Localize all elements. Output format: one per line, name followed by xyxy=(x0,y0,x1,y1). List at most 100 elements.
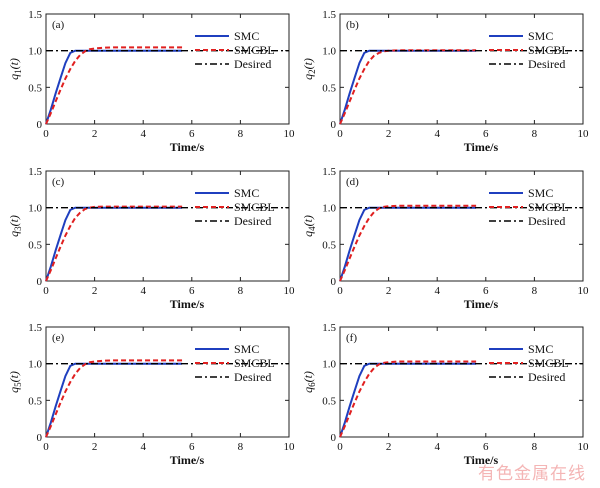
series-line-smcbl xyxy=(45,359,183,438)
y-tick-label: 1.0 xyxy=(28,203,42,215)
legend-label-desired: Desired xyxy=(234,370,271,384)
x-tick-label: 4 xyxy=(434,285,440,297)
x-axis-title: Time/s xyxy=(170,453,205,467)
plot-frame xyxy=(339,170,584,282)
x-tick-label: 4 xyxy=(434,128,440,140)
y-tick-label: 0.5 xyxy=(28,82,42,94)
x-tick-label: 10 xyxy=(578,285,590,297)
legend-label-smc: SMC xyxy=(234,342,259,356)
panel-tag: (d) xyxy=(346,176,359,188)
y-axis-title: q4(t) xyxy=(301,215,317,237)
y-tick-label: 1.5 xyxy=(322,166,336,178)
x-tick-label: 4 xyxy=(140,128,146,140)
y-axis-title: q2(t) xyxy=(301,58,317,80)
y-tick-label: 1.5 xyxy=(28,166,42,178)
legend-label-smcbl: SMCBL xyxy=(528,43,569,57)
x-tick-label: 2 xyxy=(386,441,392,453)
series-line-smc xyxy=(339,362,477,438)
plot-frame xyxy=(339,326,584,438)
legend-label-smc: SMC xyxy=(528,186,553,200)
y-axis-title: q1(t) xyxy=(7,58,23,80)
y-axis-title: q5(t) xyxy=(7,371,23,393)
x-tick-label: 6 xyxy=(483,128,489,140)
y-tick-label: 0.5 xyxy=(28,239,42,251)
y-tick-label: 0 xyxy=(331,276,337,288)
y-tick-label: 0 xyxy=(331,432,337,444)
legend-label-smc: SMC xyxy=(528,342,553,356)
legend-label-smc: SMC xyxy=(234,186,259,200)
x-tick-label: 0 xyxy=(43,441,49,453)
legend-label-desired: Desired xyxy=(528,370,565,384)
legend-label-smcbl: SMCBL xyxy=(234,356,275,370)
x-tick-label: 6 xyxy=(483,285,489,297)
x-tick-label: 6 xyxy=(189,285,195,297)
x-tick-label: 10 xyxy=(578,441,590,453)
series-line-smc xyxy=(45,206,183,282)
x-axis-title: Time/s xyxy=(170,140,205,154)
legend-label-smcbl: SMCBL xyxy=(528,356,569,370)
x-tick-label: 4 xyxy=(140,285,146,297)
x-tick-label: 10 xyxy=(284,128,296,140)
x-tick-label: 8 xyxy=(532,441,538,453)
panel-tag: (f) xyxy=(346,332,357,344)
y-tick-label: 0.5 xyxy=(322,239,336,251)
legend-label-desired: Desired xyxy=(234,214,271,228)
legend-label-smc: SMC xyxy=(528,29,553,43)
y-tick-label: 0 xyxy=(37,276,43,288)
legend-label-desired: Desired xyxy=(234,57,271,71)
legend-label-smc: SMC xyxy=(234,29,259,43)
y-tick-label: 1.5 xyxy=(28,9,42,21)
y-tick-label: 0 xyxy=(331,119,337,131)
x-tick-label: 8 xyxy=(532,285,538,297)
y-tick-label: 1.0 xyxy=(28,46,42,58)
plot-frame xyxy=(45,170,290,282)
x-tick-label: 8 xyxy=(238,441,244,453)
x-tick-label: 8 xyxy=(238,285,244,297)
series-line-smcbl xyxy=(339,204,477,282)
series-line-smc xyxy=(45,49,183,125)
series-line-smcbl xyxy=(45,205,183,282)
series-line-smcbl xyxy=(339,49,477,125)
legend-label-smcbl: SMCBL xyxy=(528,200,569,214)
x-tick-label: 10 xyxy=(578,128,590,140)
y-axis-title: q3(t) xyxy=(7,215,23,237)
y-axis-title: q6(t) xyxy=(301,371,317,393)
x-tick-label: 10 xyxy=(284,441,296,453)
x-tick-label: 6 xyxy=(483,441,489,453)
y-tick-label: 0 xyxy=(37,432,43,444)
y-tick-label: 0 xyxy=(37,119,43,131)
x-tick-label: 2 xyxy=(386,128,392,140)
plot-frame xyxy=(45,326,290,438)
x-axis-title: Time/s xyxy=(464,140,499,154)
x-tick-label: 6 xyxy=(189,441,195,453)
series-line-smc xyxy=(339,206,477,282)
x-tick-label: 2 xyxy=(92,128,98,140)
x-tick-label: 0 xyxy=(337,441,343,453)
y-tick-label: 0.5 xyxy=(322,395,336,407)
series-line-smcbl xyxy=(339,360,477,438)
x-tick-label: 2 xyxy=(386,285,392,297)
y-tick-label: 0.5 xyxy=(322,82,336,94)
x-axis-title: Time/s xyxy=(170,297,205,311)
x-tick-label: 4 xyxy=(140,441,146,453)
x-tick-label: 4 xyxy=(434,441,440,453)
series-line-smcbl xyxy=(45,46,183,125)
panel-tag: (b) xyxy=(346,19,359,31)
panel-tag: (a) xyxy=(52,19,65,31)
x-tick-label: 0 xyxy=(43,285,49,297)
x-tick-label: 0 xyxy=(337,285,343,297)
y-tick-label: 1.5 xyxy=(322,322,336,334)
legend-label-desired: Desired xyxy=(528,214,565,228)
panel-tag: (c) xyxy=(52,176,65,188)
y-tick-label: 0.5 xyxy=(28,395,42,407)
x-axis-title: Time/s xyxy=(464,297,499,311)
x-tick-label: 2 xyxy=(92,441,98,453)
y-tick-label: 1.0 xyxy=(28,359,42,371)
y-tick-label: 1.5 xyxy=(322,9,336,21)
watermark-text: 有色金属在线 xyxy=(478,464,586,484)
